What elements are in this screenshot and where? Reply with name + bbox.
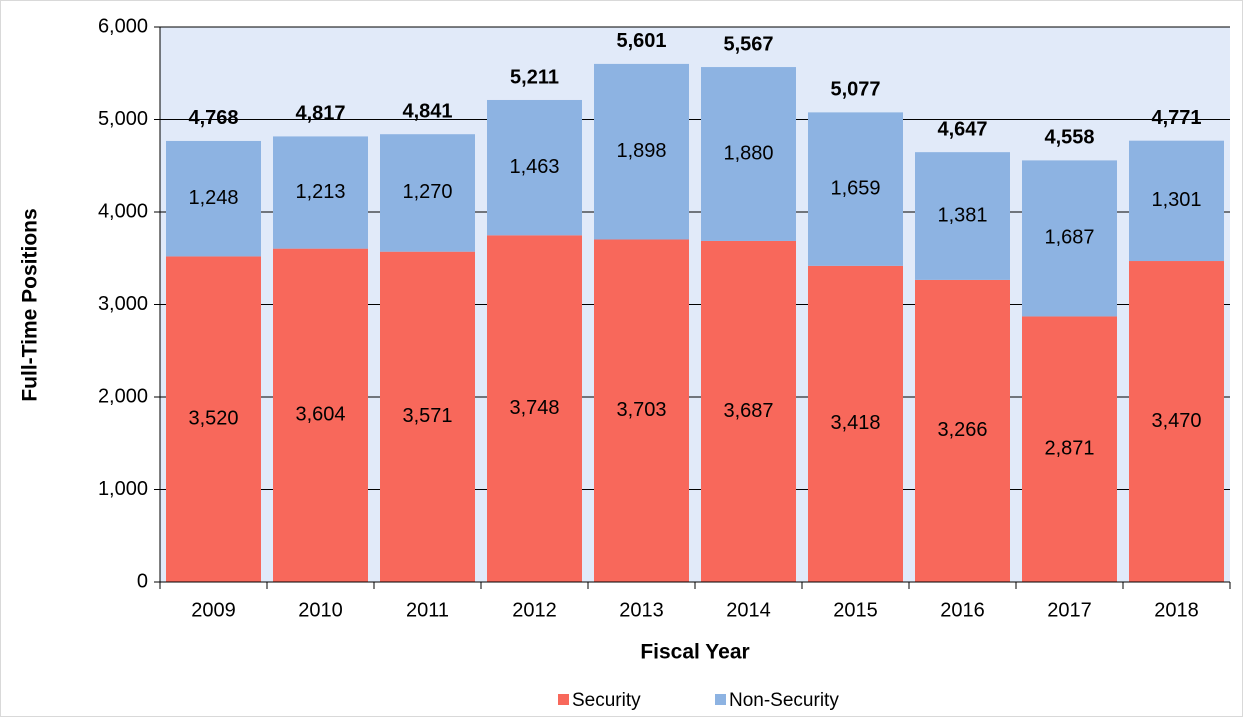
x-tick-label: 2017	[1047, 599, 1092, 621]
value-label: 3,703	[616, 399, 666, 421]
value-label: 1,687	[1044, 227, 1094, 249]
y-tick-label: 5,000	[98, 108, 148, 130]
value-label: 3,470	[1151, 410, 1201, 432]
bar-segment	[1129, 261, 1224, 582]
y-tick-label: 3,000	[98, 293, 148, 315]
x-tick-label: 2011	[406, 599, 449, 621]
total-label: 4,841	[402, 100, 452, 122]
total-label: 4,771	[1151, 107, 1201, 129]
value-label: 3,266	[937, 419, 987, 441]
bar-segment	[808, 112, 903, 266]
value-label: 1,898	[616, 140, 666, 162]
bar-segment	[273, 136, 368, 249]
total-label: 5,601	[616, 30, 666, 52]
value-label: 3,418	[830, 412, 880, 434]
y-tick-label: 6,000	[98, 15, 148, 37]
bar-segment	[1129, 140, 1224, 262]
bar-segment	[166, 140, 261, 257]
value-label: 1,880	[723, 142, 773, 164]
total-label: 4,647	[937, 118, 987, 140]
bar-segment	[1022, 316, 1117, 582]
bar-segment	[273, 248, 368, 582]
x-tick-label: 2012	[512, 599, 557, 621]
y-tick-label: 4,000	[98, 200, 148, 222]
value-label: 2,871	[1044, 437, 1094, 459]
x-axis-title: Fiscal Year	[640, 641, 749, 664]
x-tick-label: 2014	[726, 599, 771, 621]
bar-segment	[915, 152, 1010, 280]
legend-label: Security	[572, 690, 641, 711]
value-label: 1,248	[188, 187, 238, 209]
total-label: 4,558	[1044, 127, 1094, 149]
x-tick-label: 2018	[1154, 599, 1199, 621]
value-label: 3,748	[509, 397, 559, 419]
value-label: 3,571	[402, 405, 452, 427]
bar-segment	[594, 63, 689, 240]
y-tick-label: 2,000	[98, 385, 148, 407]
bar-segment	[594, 239, 689, 582]
total-label: 5,077	[830, 79, 880, 101]
value-label: 3,604	[295, 404, 345, 426]
legend-swatch	[715, 694, 726, 705]
x-tick-label: 2010	[298, 599, 343, 621]
x-tick-label: 2016	[940, 599, 985, 621]
bar-segment	[380, 134, 475, 252]
value-label: 1,659	[830, 177, 880, 199]
legend-swatch	[558, 694, 569, 705]
x-tick-label: 2009	[191, 599, 236, 621]
bar-segment	[487, 235, 582, 582]
value-label: 1,301	[1151, 189, 1201, 211]
total-label: 4,817	[295, 103, 345, 125]
legend-label: Non-Security	[729, 690, 839, 711]
y-tick-label: 1,000	[98, 478, 148, 500]
bar-segment	[166, 256, 261, 582]
total-label: 5,567	[723, 33, 773, 55]
bar-segment	[1022, 160, 1117, 317]
bar-segment	[380, 251, 475, 582]
value-label: 3,520	[188, 407, 238, 429]
x-tick-label: 2013	[619, 599, 664, 621]
value-label: 1,270	[402, 181, 452, 203]
value-label: 1,213	[295, 181, 345, 203]
x-tick-label: 2015	[833, 599, 878, 621]
bar-segment	[487, 99, 582, 236]
bar-segment	[701, 240, 796, 582]
bar-segment	[808, 265, 903, 582]
y-tick-label: 0	[137, 570, 148, 592]
y-axis-title: Full-Time Positions	[19, 208, 42, 401]
bar-segment	[915, 279, 1010, 582]
value-label: 1,381	[937, 204, 987, 226]
total-label: 4,768	[188, 107, 238, 129]
value-label: 3,687	[723, 400, 773, 422]
bar-segment	[701, 67, 796, 241]
value-label: 1,463	[509, 156, 559, 178]
total-label: 5,211	[510, 66, 559, 88]
